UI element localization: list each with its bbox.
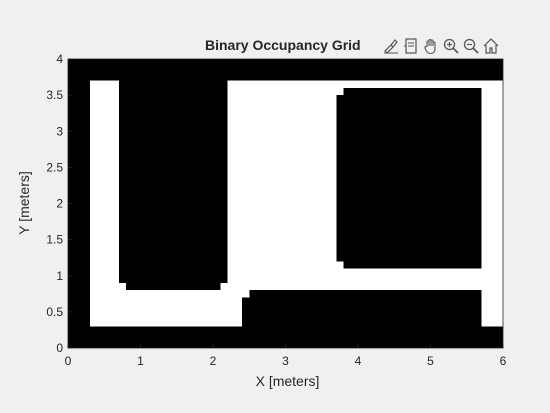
y-tick-label: 0.5 <box>46 305 63 319</box>
y-tick-label: 2.5 <box>46 160 63 174</box>
y-tick-label: 1 <box>56 269 63 283</box>
free-cell-region-5 <box>242 290 250 298</box>
x-axis-label: X [meters] <box>255 373 320 389</box>
zoom-in-icon[interactable] <box>442 37 460 55</box>
free-cell-region-3 <box>220 282 228 291</box>
plot-title: Binary Occupancy Grid <box>205 37 361 53</box>
free-cell-region-2 <box>118 282 126 291</box>
free-cell-region-6 <box>336 268 482 291</box>
axes: 0 1 2 3 4 5 6 0 0.5 1 1.5 2 2.5 3 3.5 4 <box>46 52 506 368</box>
x-tick-label: 6 <box>500 354 507 368</box>
x-tick-label: 1 <box>137 354 144 368</box>
brush-icon[interactable] <box>382 37 400 55</box>
pan-hand-icon[interactable] <box>422 37 440 55</box>
y-tick-label: 3.5 <box>46 88 63 102</box>
y-tick-label: 2 <box>56 197 63 211</box>
free-cell-region-9 <box>336 87 344 96</box>
x-tick-label: 4 <box>355 354 362 368</box>
datatip-icon[interactable] <box>402 37 420 55</box>
x-tick-label: 5 <box>427 354 434 368</box>
free-cell-region-0 <box>89 290 242 327</box>
y-tick-label: 4 <box>56 52 63 66</box>
free-cell-region-4 <box>227 80 337 291</box>
y-axis-label: Y [meters] <box>16 171 32 235</box>
y-tick-label: 0 <box>56 341 63 355</box>
occupancy-map <box>68 59 503 348</box>
y-tick-label: 1.5 <box>46 233 63 247</box>
zoom-out-icon[interactable] <box>462 37 480 55</box>
x-tick-label: 3 <box>282 354 289 368</box>
x-tick-label: 2 <box>210 354 217 368</box>
free-cell-region-8 <box>336 80 482 88</box>
free-cell-region-1 <box>89 80 119 291</box>
y-tick-label: 3 <box>56 124 63 138</box>
free-cell-region-7 <box>336 261 344 269</box>
x-tick-label: 0 <box>65 354 72 368</box>
home-icon[interactable] <box>482 37 500 55</box>
free-cell-region-10 <box>481 80 503 327</box>
axes-toolbar <box>382 36 500 56</box>
